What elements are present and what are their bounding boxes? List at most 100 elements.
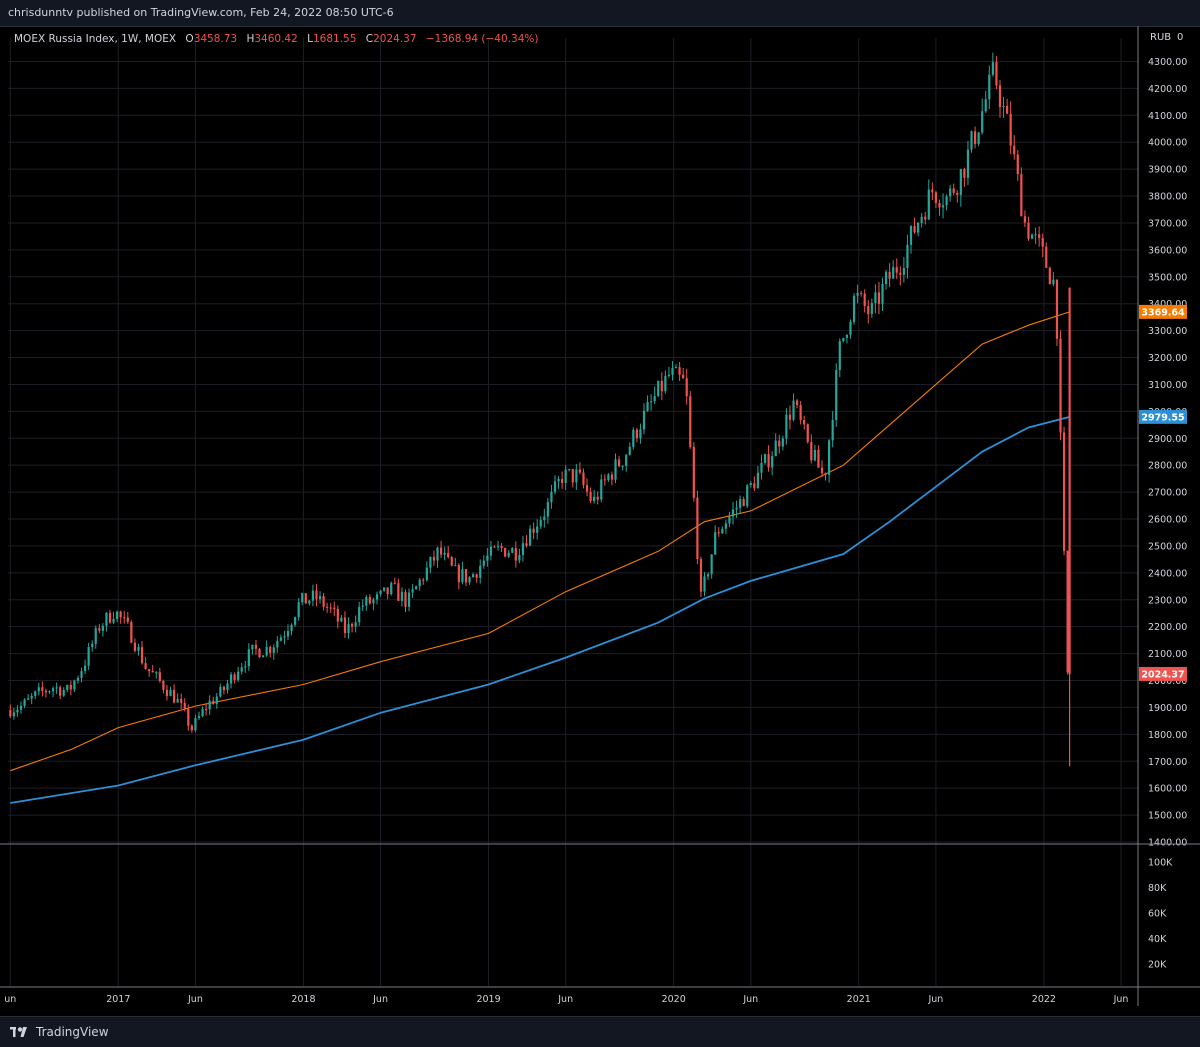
candle-body (244, 666, 247, 668)
candle-body (212, 700, 215, 704)
candle-body (486, 555, 489, 561)
candle-body (130, 622, 133, 643)
candle-body (383, 587, 386, 591)
candle-body (1052, 279, 1055, 285)
volume-tick-label: 80K (1148, 883, 1167, 894)
candle-body (909, 225, 913, 245)
candle-body (258, 648, 261, 658)
candle-body (447, 552, 450, 558)
candle-body (575, 469, 578, 483)
candle-body (721, 528, 724, 534)
candle-body (678, 367, 681, 375)
candle-body (899, 272, 902, 275)
x-tick-label: Jun (927, 994, 943, 1005)
candle-body (322, 596, 325, 607)
candle-body (62, 689, 65, 696)
candle-body (934, 192, 938, 203)
candle-body (664, 375, 667, 392)
candle-body (98, 628, 101, 631)
candle-body (226, 683, 229, 691)
candle-body (539, 520, 542, 527)
candle-body (229, 674, 233, 684)
candle-body (596, 496, 599, 500)
candle-body (682, 374, 685, 379)
candle-body (1062, 432, 1066, 551)
candle-body (91, 643, 94, 648)
candle-body (429, 556, 432, 568)
candle-body (892, 267, 895, 279)
candle-body (970, 131, 973, 150)
tradingview-brand[interactable]: TradingView (10, 1025, 109, 1039)
x-tick-label: Jun (187, 994, 203, 1005)
candle-body (55, 687, 58, 689)
candle-body (379, 590, 382, 595)
price-chart[interactable]: 1400.00 1500.00 1600.00 1700.00 1800.00 1900.… (0, 26, 1200, 1016)
candle-body (183, 702, 186, 709)
candle-body (838, 341, 841, 371)
candle-body (347, 623, 350, 633)
candle-body (603, 479, 606, 481)
candle-body (543, 516, 546, 521)
candle-body (358, 606, 361, 623)
candle-body (165, 689, 169, 697)
candle-body (1055, 279, 1059, 339)
candle-body (101, 625, 104, 631)
y-tick-label: 2400.00 (1148, 568, 1187, 579)
candle-body (617, 459, 621, 467)
candle-body (354, 622, 357, 627)
candle-body (945, 196, 948, 206)
candle-body (418, 579, 421, 587)
candle-body (44, 690, 48, 693)
candle-body (991, 62, 994, 75)
candle-body (297, 602, 300, 618)
candle-body (468, 577, 471, 583)
candle-body (1013, 145, 1016, 155)
candle-body (692, 446, 695, 498)
candle-body (137, 647, 140, 651)
candle-body (311, 590, 315, 601)
candle-body (1045, 246, 1048, 268)
candle-body (482, 560, 485, 566)
candle-body (593, 496, 596, 502)
candle-body (959, 169, 962, 195)
candle-body (774, 440, 777, 457)
candle-body (532, 528, 535, 533)
candle-body (977, 132, 980, 145)
currency-label[interactable]: RUB (1150, 32, 1171, 43)
candle-body (496, 546, 500, 548)
candle-body (290, 624, 293, 632)
y-tick-label: 1800.00 (1148, 730, 1187, 741)
candle-body (920, 216, 923, 223)
candle-body (731, 509, 735, 517)
candle-body (1023, 216, 1027, 223)
candle-body (251, 644, 254, 650)
y-tick-label: 2000.00 (1148, 676, 1187, 687)
candle-body (813, 449, 816, 461)
candle-body (326, 606, 329, 608)
candle-body (917, 222, 920, 233)
candle-body (472, 574, 475, 578)
y-tick-label: 2300.00 (1148, 595, 1187, 606)
candle-body (949, 188, 952, 197)
price-label-bg (1139, 304, 1187, 319)
candle-body (126, 617, 129, 623)
candle-body (607, 474, 610, 481)
candles-layer (9, 52, 1071, 767)
candle-body (73, 680, 76, 690)
x-tick-label: un (4, 994, 16, 1005)
candle-body (151, 670, 154, 673)
candle-body (927, 189, 930, 220)
candle-body (269, 646, 272, 653)
candle-body (1020, 174, 1023, 217)
candle-body (845, 334, 849, 338)
candle-body (781, 438, 784, 447)
candle-body (301, 593, 304, 603)
candle-body (247, 649, 250, 667)
candle-body (201, 708, 204, 717)
price-label-bg (1139, 666, 1187, 681)
candle-body (215, 696, 218, 704)
candle-body (1030, 234, 1034, 239)
candle-body (521, 543, 525, 555)
candle-body (568, 469, 571, 471)
candle-body (254, 644, 258, 649)
